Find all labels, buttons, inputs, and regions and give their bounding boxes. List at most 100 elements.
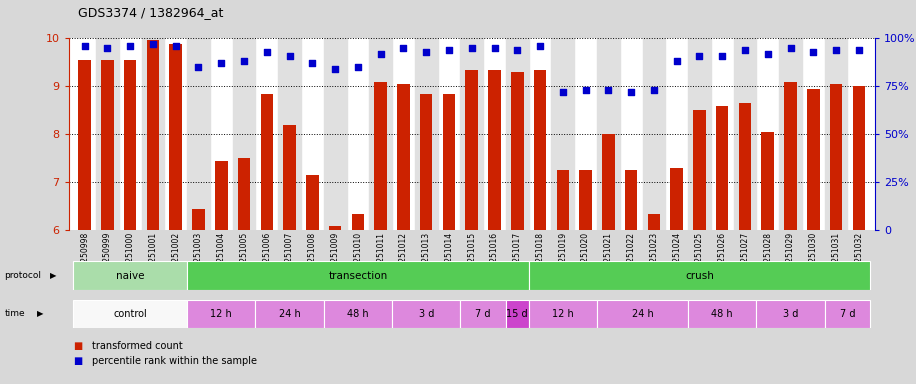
Point (305, 60, 320, 66)
Text: 3 d: 3 d (419, 309, 434, 319)
Text: 12 h: 12 h (211, 309, 232, 319)
Bar (511, 72, 524, 230)
Bar (488, 70, 501, 230)
Bar (415, 38, 438, 230)
Text: ▶: ▶ (50, 271, 57, 280)
Bar (465, 70, 478, 230)
Point (578, 87, 593, 93)
Bar (625, 170, 638, 230)
Point (624, 89, 638, 95)
Text: transformed count: transformed count (92, 341, 182, 351)
Point (123, 43, 137, 49)
Bar (534, 70, 546, 230)
Bar (375, 82, 387, 230)
Bar (420, 94, 432, 230)
Text: 24 h: 24 h (632, 309, 653, 319)
Bar (187, 300, 256, 328)
Bar (96, 38, 119, 230)
Point (692, 53, 707, 59)
Point (169, 43, 183, 49)
Bar (352, 214, 365, 230)
Point (396, 45, 410, 51)
Point (419, 49, 433, 55)
Text: ■: ■ (73, 356, 82, 366)
Text: 3 d: 3 d (783, 309, 798, 319)
Bar (734, 38, 757, 230)
Point (259, 49, 274, 55)
Bar (461, 300, 506, 328)
Bar (329, 226, 342, 230)
Bar (192, 209, 205, 230)
Bar (187, 261, 529, 290)
Text: 7 d: 7 d (840, 309, 856, 319)
Point (783, 45, 798, 51)
Bar (306, 175, 319, 230)
Bar (688, 300, 757, 328)
Point (100, 45, 114, 51)
Point (282, 53, 297, 59)
Point (328, 66, 343, 72)
Point (77, 43, 92, 49)
Bar (79, 60, 91, 230)
Bar (323, 38, 346, 230)
Text: naive: naive (116, 270, 145, 281)
Text: 15 d: 15 d (507, 309, 529, 319)
Text: crush: crush (685, 270, 714, 281)
Text: GDS3374 / 1382964_at: GDS3374 / 1382964_at (78, 6, 224, 19)
Bar (761, 132, 774, 230)
Text: percentile rank within the sample: percentile rank within the sample (92, 356, 256, 366)
Text: ■: ■ (73, 341, 82, 351)
Point (533, 43, 548, 49)
Bar (824, 38, 847, 230)
Bar (398, 84, 409, 230)
Point (214, 60, 229, 66)
Text: time: time (5, 310, 26, 318)
Point (601, 87, 616, 93)
Bar (260, 94, 273, 230)
Bar (283, 125, 296, 230)
Point (670, 58, 684, 65)
Text: 24 h: 24 h (278, 309, 300, 319)
Bar (169, 44, 182, 230)
Bar (688, 38, 711, 230)
Bar (124, 60, 136, 230)
Bar (579, 170, 592, 230)
Bar (597, 300, 688, 328)
Text: 48 h: 48 h (347, 309, 369, 319)
Bar (853, 86, 865, 230)
Bar (738, 103, 751, 230)
Bar (73, 261, 187, 290)
Bar (648, 214, 660, 230)
Bar (807, 89, 820, 230)
Bar (693, 111, 705, 230)
Point (236, 58, 251, 65)
Bar (461, 38, 483, 230)
Text: ▶: ▶ (37, 310, 43, 318)
Bar (392, 300, 461, 328)
Bar (830, 84, 843, 230)
Bar (215, 161, 227, 230)
Text: transection: transection (328, 270, 387, 281)
Point (374, 51, 388, 57)
Point (760, 51, 775, 57)
Point (510, 47, 525, 53)
Bar (642, 38, 665, 230)
Point (806, 49, 821, 55)
Point (351, 64, 365, 70)
Bar (784, 82, 797, 230)
Bar (233, 38, 256, 230)
Point (852, 47, 867, 53)
Bar (671, 168, 683, 230)
Text: control: control (114, 309, 147, 319)
Bar (506, 300, 529, 328)
Bar (551, 38, 574, 230)
Bar (597, 38, 620, 230)
Text: 7 d: 7 d (475, 309, 491, 319)
Bar (529, 300, 597, 328)
Bar (442, 94, 455, 230)
Text: 12 h: 12 h (552, 309, 573, 319)
Bar (529, 261, 870, 290)
Bar (187, 38, 210, 230)
Bar (369, 38, 392, 230)
Bar (824, 300, 870, 328)
